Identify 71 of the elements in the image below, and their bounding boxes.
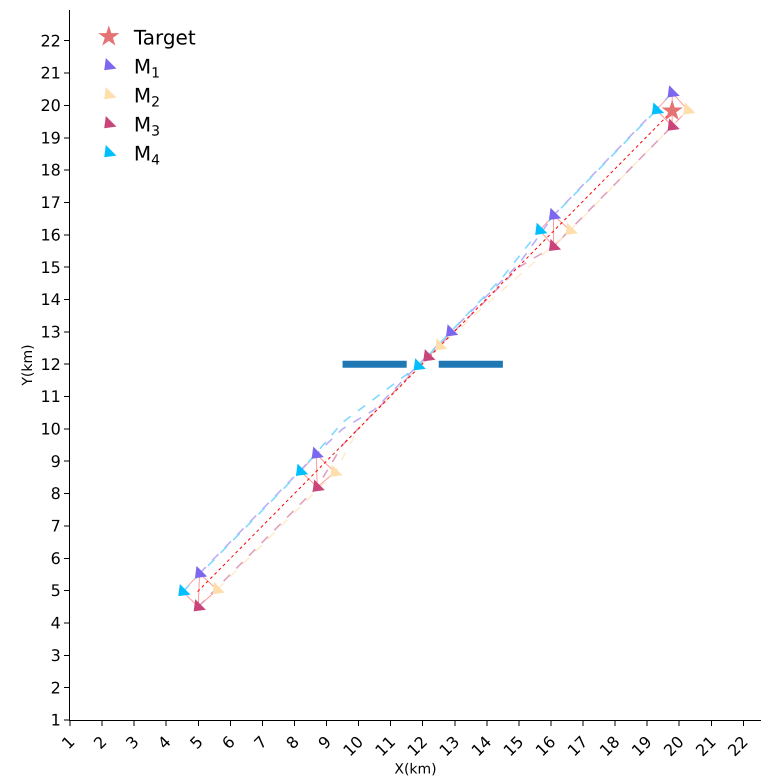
x-tick-label: 12 xyxy=(403,732,432,760)
point xyxy=(312,446,324,459)
point xyxy=(662,100,683,120)
y-tick-label: 22 xyxy=(40,31,61,50)
x-tick-label: 4 xyxy=(154,732,175,753)
y-tick-label: 7 xyxy=(50,516,61,536)
x-tick-label: 7 xyxy=(250,732,271,753)
point xyxy=(668,118,680,131)
y-tick-label: 5 xyxy=(50,581,61,600)
y-tick-label: 18 xyxy=(40,160,61,180)
y-tick-label: 3 xyxy=(50,646,61,665)
x-tick-label: 18 xyxy=(596,732,624,760)
x-tick-label: 11 xyxy=(371,732,400,760)
x-tick-label: 3 xyxy=(122,732,143,753)
point xyxy=(312,480,325,492)
point xyxy=(423,349,436,362)
x-tick-label: 2 xyxy=(90,732,111,753)
point xyxy=(435,338,448,350)
point xyxy=(668,85,680,98)
x-tick-label: 17 xyxy=(564,732,592,760)
x-tick-label: 20 xyxy=(660,732,688,760)
point xyxy=(548,208,562,220)
y-tick-label: 1 xyxy=(50,710,61,730)
y-tick-label: 6 xyxy=(50,548,61,568)
point xyxy=(414,358,426,370)
y-tick-label: 12 xyxy=(40,354,61,374)
y-tick-label: 14 xyxy=(40,290,61,310)
y-tick-label: 16 xyxy=(40,225,61,244)
legend-label: Target xyxy=(132,25,196,50)
point xyxy=(446,324,458,336)
point xyxy=(194,566,208,578)
x-tick-label: 16 xyxy=(532,732,560,760)
legend-label: M$_{3}$ xyxy=(134,112,160,140)
legend-label: M$_{2}$ xyxy=(134,83,160,111)
x-tick-label: 13 xyxy=(435,732,464,760)
x-tick-label: 15 xyxy=(500,732,528,760)
y-tick-label: 17 xyxy=(40,193,61,212)
x-tick-label: 8 xyxy=(282,732,303,753)
y-axis-title: Y(km) xyxy=(20,344,36,387)
y-tick-label: 2 xyxy=(50,678,61,698)
y-tick-label: 9 xyxy=(50,452,61,471)
y-tick-label: 8 xyxy=(50,484,61,504)
point xyxy=(330,464,342,477)
point xyxy=(652,102,664,115)
y-tick-label: 15 xyxy=(40,258,61,277)
x-tick-label: 9 xyxy=(314,732,336,753)
x-axis-title: X(km) xyxy=(394,761,437,778)
legend-label: M$_{1}$ xyxy=(134,54,160,82)
x-tick-label: 10 xyxy=(339,732,368,760)
y-tick-label: 19 xyxy=(40,128,61,148)
point xyxy=(212,582,225,594)
point xyxy=(535,222,548,235)
x-tick-label: 14 xyxy=(467,732,496,760)
point xyxy=(178,584,190,596)
y-tick-label: 4 xyxy=(50,614,61,633)
y-tick-label: 13 xyxy=(40,322,61,342)
y-tick-label: 21 xyxy=(40,64,61,83)
y-tick-label: 20 xyxy=(40,96,61,116)
point xyxy=(296,464,308,476)
x-tick-label: 19 xyxy=(628,732,656,760)
y-tick-label: 10 xyxy=(40,419,61,438)
x-tick-label: 5 xyxy=(186,732,207,753)
point xyxy=(566,222,578,235)
x-tick-label: 22 xyxy=(724,732,752,760)
y-tick-label: 11 xyxy=(40,387,61,406)
x-tick-label: 6 xyxy=(218,732,239,753)
point xyxy=(548,238,562,252)
point xyxy=(194,599,206,612)
legend-label: M$_{4}$ xyxy=(134,141,160,169)
x-tick-label: 21 xyxy=(692,732,720,760)
point xyxy=(683,102,696,115)
